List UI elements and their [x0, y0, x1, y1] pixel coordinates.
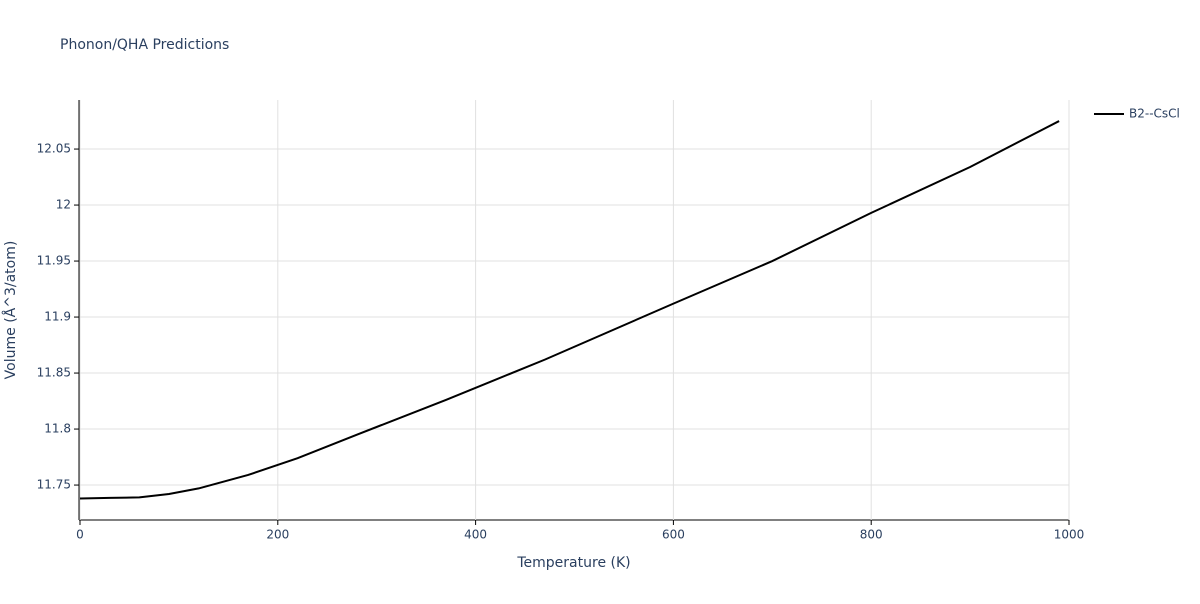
- line-series: [79, 120, 1060, 500]
- y-tick-label: 12.05: [37, 142, 71, 156]
- y-tick-label: 11.9: [44, 310, 71, 324]
- y-tick-label: 12: [56, 198, 71, 212]
- x-tick-label: 600: [662, 528, 685, 542]
- chart-title: Phonon/QHA Predictions: [60, 37, 229, 53]
- y-axis-label: Volume (Å^3/atom): [2, 241, 19, 380]
- x-tick-label: 0: [76, 528, 84, 542]
- y-tick-label: 11.75: [37, 478, 71, 492]
- y-tick-label: 11.85: [37, 366, 71, 380]
- x-axis-label: Temperature (K): [516, 555, 630, 571]
- y-tick-label: 11.95: [37, 254, 71, 268]
- legend-label: B2--CsCl: [1129, 107, 1180, 121]
- y-tick-label: 11.8: [44, 422, 71, 436]
- x-tick-label: 1000: [1054, 528, 1085, 542]
- x-tick-label: 800: [860, 528, 883, 542]
- x-tick-label: 200: [266, 528, 289, 542]
- x-tick-label: 400: [464, 528, 487, 542]
